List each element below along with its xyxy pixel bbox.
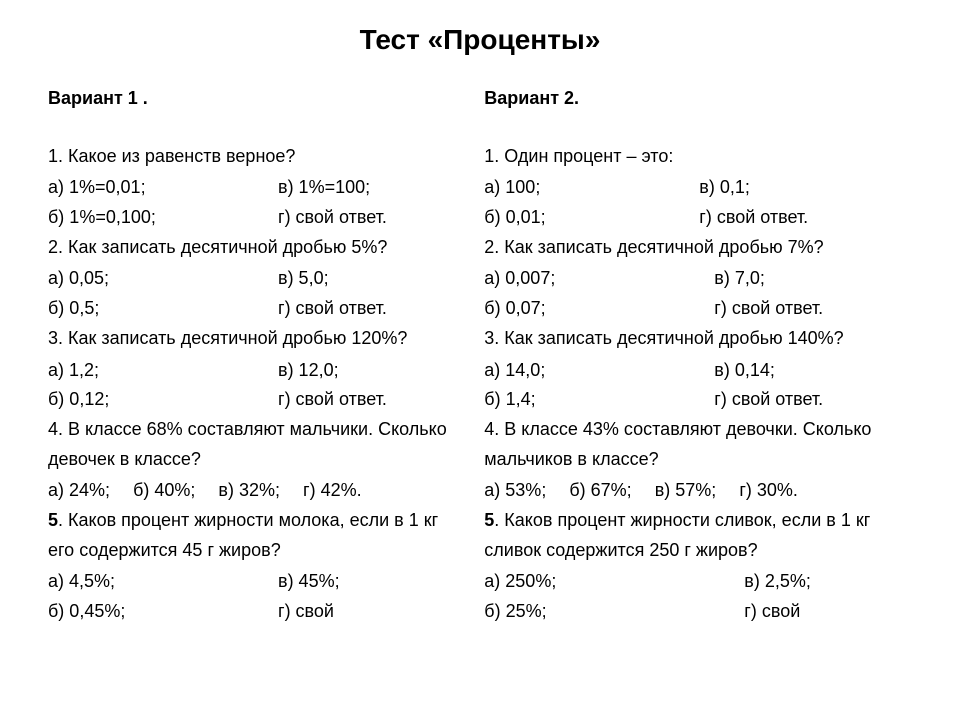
- variant-2: Вариант 2. 1. Один процент – это: а) 100…: [484, 84, 912, 627]
- v2-q1-row2: б) 0,01; г) свой ответ.: [484, 203, 912, 233]
- v1-q2-row2: б) 0,5; г) свой ответ.: [48, 294, 456, 324]
- v1-q2-b: б) 0,5;: [48, 294, 278, 324]
- v1-q1-a: а) 1%=0,01;: [48, 173, 278, 203]
- v1-q3-v: в) 12,0;: [278, 356, 456, 386]
- page-title: Тест «Проценты»: [48, 24, 912, 56]
- v1-q2-v: в) 5,0;: [278, 264, 456, 294]
- v1-q3-row1: а) 1,2; в) 12,0;: [48, 356, 456, 386]
- v2-q1-row1: а) 100; в) 0,1;: [484, 173, 912, 203]
- v2-q3-a: а) 14,0;: [484, 356, 714, 386]
- v2-q1-v: в) 0,1;: [699, 173, 912, 203]
- v2-q2-v: в) 7,0;: [714, 264, 912, 294]
- v2-q5-v: в) 2,5%;: [744, 567, 912, 597]
- v2-q4-g: г) 30%.: [739, 480, 798, 500]
- v2-q2-row2: б) 0,07; г) свой ответ.: [484, 294, 912, 324]
- v1-q2-a: а) 0,05;: [48, 264, 278, 294]
- v2-q5-b: б) 25%;: [484, 597, 744, 627]
- v1-q4-a: а) 24%;: [48, 480, 110, 500]
- v1-q5-row1: а) 4,5%; в) 45%;: [48, 567, 456, 597]
- v2-q5-row1: а) 250%; в) 2,5%;: [484, 567, 912, 597]
- v1-q1-b: б) 1%=0,100;: [48, 203, 278, 233]
- v2-q4-text: 4. В классе 43% составляют девочки. Скол…: [484, 415, 912, 474]
- v2-q1-a: а) 100;: [484, 173, 699, 203]
- v2-q1-g: г) свой ответ.: [699, 203, 912, 233]
- v1-q1-text: 1. Какое из равенств верное?: [48, 142, 456, 172]
- v1-q1-row2: б) 1%=0,100; г) свой ответ.: [48, 203, 456, 233]
- v2-q4-b: б) 67%;: [569, 480, 631, 500]
- v2-q4-opts: а) 53%; б) 67%; в) 57%; г) 30%.: [484, 476, 912, 506]
- variant-2-heading: Вариант 2.: [484, 84, 912, 114]
- v1-q2-g: г) свой ответ.: [278, 294, 456, 324]
- variant-1-heading: Вариант 1 .: [48, 84, 456, 114]
- v2-q5-row2: б) 25%; г) свой: [484, 597, 912, 627]
- variant-1: Вариант 1 . 1. Какое из равенств верное?…: [48, 84, 456, 627]
- v2-q5-g: г) свой: [744, 597, 912, 627]
- v1-q2-text: 2. Как записать десятичной дробью 5%?: [48, 233, 456, 263]
- v2-q5-a: а) 250%;: [484, 567, 744, 597]
- v1-q2-row1: а) 0,05; в) 5,0;: [48, 264, 456, 294]
- v1-q4-b: б) 40%;: [133, 480, 195, 500]
- v2-q2-row1: а) 0,007; в) 7,0;: [484, 264, 912, 294]
- v1-q3-text: 3. Как записать десятичной дробью 120%?: [48, 324, 456, 354]
- v1-q3-a: а) 1,2;: [48, 356, 278, 386]
- v2-q3-text: 3. Как записать десятичной дробью 140%?: [484, 324, 912, 354]
- v2-q3-g: г) свой ответ.: [714, 385, 912, 415]
- v2-q4-a: а) 53%;: [484, 480, 546, 500]
- v1-q4-opts: а) 24%; б) 40%; в) 32%; г) 42%.: [48, 476, 456, 506]
- v2-q2-text: 2. Как записать десятичной дробью 7%?: [484, 233, 912, 263]
- v2-q2-b: б) 0,07;: [484, 294, 714, 324]
- v1-q1-row1: а) 1%=0,01; в) 1%=100;: [48, 173, 456, 203]
- v2-q5-text: 5. Каков процент жирности сливок, если в…: [484, 506, 912, 565]
- v2-q4-v: в) 57%;: [655, 480, 717, 500]
- v2-q2-a: а) 0,007;: [484, 264, 714, 294]
- v1-q5-row2: б) 0,45%; г) свой: [48, 597, 456, 627]
- v1-q4-v: в) 32%;: [218, 480, 280, 500]
- v1-q5-rest: . Каков процент жирности молока, если в …: [48, 510, 438, 560]
- v2-q5-rest: . Каков процент жирности сливок, если в …: [484, 510, 870, 560]
- v1-q5-b: б) 0,45%;: [48, 597, 278, 627]
- v1-q5-num: 5: [48, 510, 58, 530]
- v1-q5-g: г) свой: [278, 597, 456, 627]
- v2-q3-v: в) 0,14;: [714, 356, 912, 386]
- v1-q4-text: 4. В классе 68% составляют мальчики. Ско…: [48, 415, 456, 474]
- v1-q5-a: а) 4,5%;: [48, 567, 278, 597]
- v2-q2-g: г) свой ответ.: [714, 294, 912, 324]
- v2-q1-text: 1. Один процент – это:: [484, 142, 912, 172]
- v1-q5-text: 5. Каков процент жирности молока, если в…: [48, 506, 456, 565]
- v1-q3-g: г) свой ответ.: [278, 385, 456, 415]
- columns-container: Вариант 1 . 1. Какое из равенств верное?…: [48, 84, 912, 627]
- v2-q1-b: б) 0,01;: [484, 203, 699, 233]
- v1-q1-v: в) 1%=100;: [278, 173, 456, 203]
- v1-q3-row2: б) 0,12; г) свой ответ.: [48, 385, 456, 415]
- v1-q4-g: г) 42%.: [303, 480, 362, 500]
- v1-q3-b: б) 0,12;: [48, 385, 278, 415]
- v1-q1-g: г) свой ответ.: [278, 203, 456, 233]
- v1-q5-v: в) 45%;: [278, 567, 456, 597]
- v2-q3-row2: б) 1,4; г) свой ответ.: [484, 385, 912, 415]
- v2-q3-row1: а) 14,0; в) 0,14;: [484, 356, 912, 386]
- v2-q5-num: 5: [484, 510, 494, 530]
- v2-q3-b: б) 1,4;: [484, 385, 714, 415]
